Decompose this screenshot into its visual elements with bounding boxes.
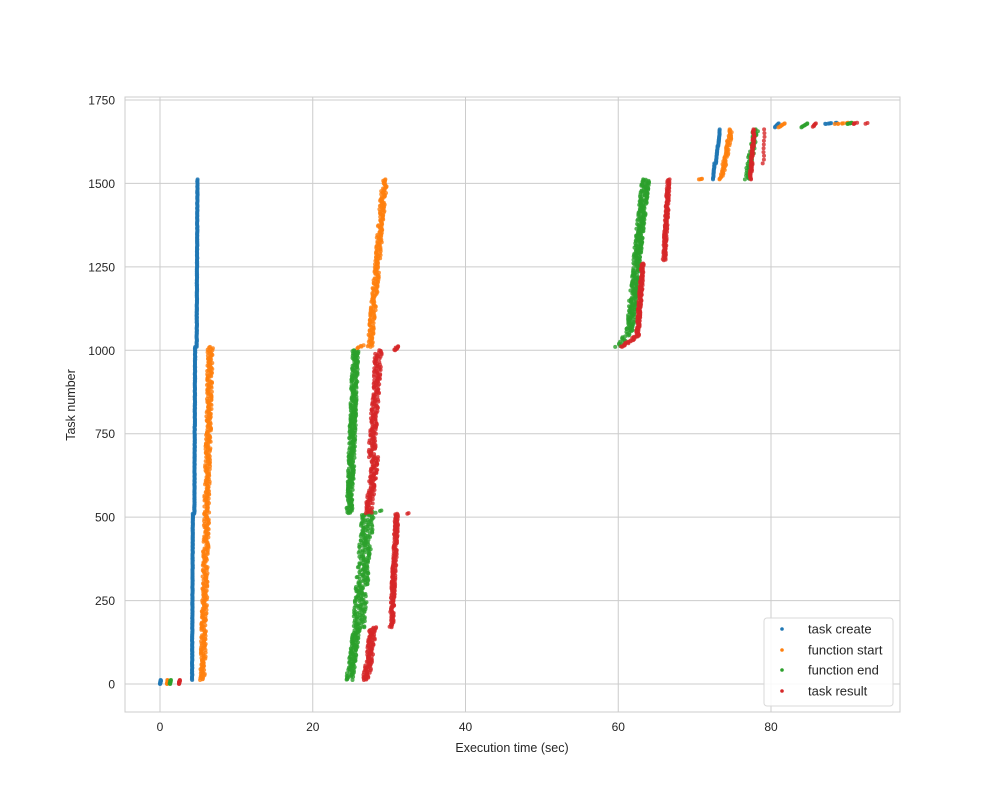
y-tick-label: 1750 <box>88 94 115 108</box>
y-tick-label: 750 <box>95 427 115 441</box>
y-axis-ticks: 0 250 500 750 1000 1250 1500 1750 <box>88 94 115 692</box>
y-tick-label: 1250 <box>88 260 115 274</box>
legend-label-task-create: task create <box>808 622 872 637</box>
y-axis-label: Task number <box>64 369 78 441</box>
legend-label-function-start: function start <box>808 643 883 658</box>
legend: task create function start function end … <box>763 617 894 707</box>
x-axis-ticks: 0 20 40 60 80 <box>157 720 778 734</box>
data-points <box>157 120 870 686</box>
x-axis-label: Execution time (sec) <box>455 741 568 755</box>
series-function-end <box>167 120 854 686</box>
legend-marker-function-start <box>780 648 784 652</box>
x-tick-label: 20 <box>306 720 320 734</box>
legend-label-task-result: task result <box>808 684 868 699</box>
series-task-create <box>157 120 839 686</box>
legend-marker-function-end <box>780 668 784 672</box>
y-tick-label: 1500 <box>88 177 115 191</box>
y-tick-label: 1000 <box>88 344 115 358</box>
y-tick-label: 500 <box>95 511 115 525</box>
series-function-start <box>164 120 854 686</box>
series-task-result <box>177 120 870 686</box>
legend-marker-task-create <box>780 627 784 631</box>
y-tick-label: 0 <box>108 678 115 692</box>
x-tick-label: 60 <box>612 720 626 734</box>
legend-label-function-end: function end <box>808 663 879 678</box>
legend-box <box>763 617 894 707</box>
y-tick-label: 250 <box>95 594 115 608</box>
x-tick-label: 0 <box>157 720 164 734</box>
x-tick-label: 40 <box>459 720 473 734</box>
x-tick-label: 80 <box>764 720 778 734</box>
legend-marker-task-result <box>780 689 784 693</box>
